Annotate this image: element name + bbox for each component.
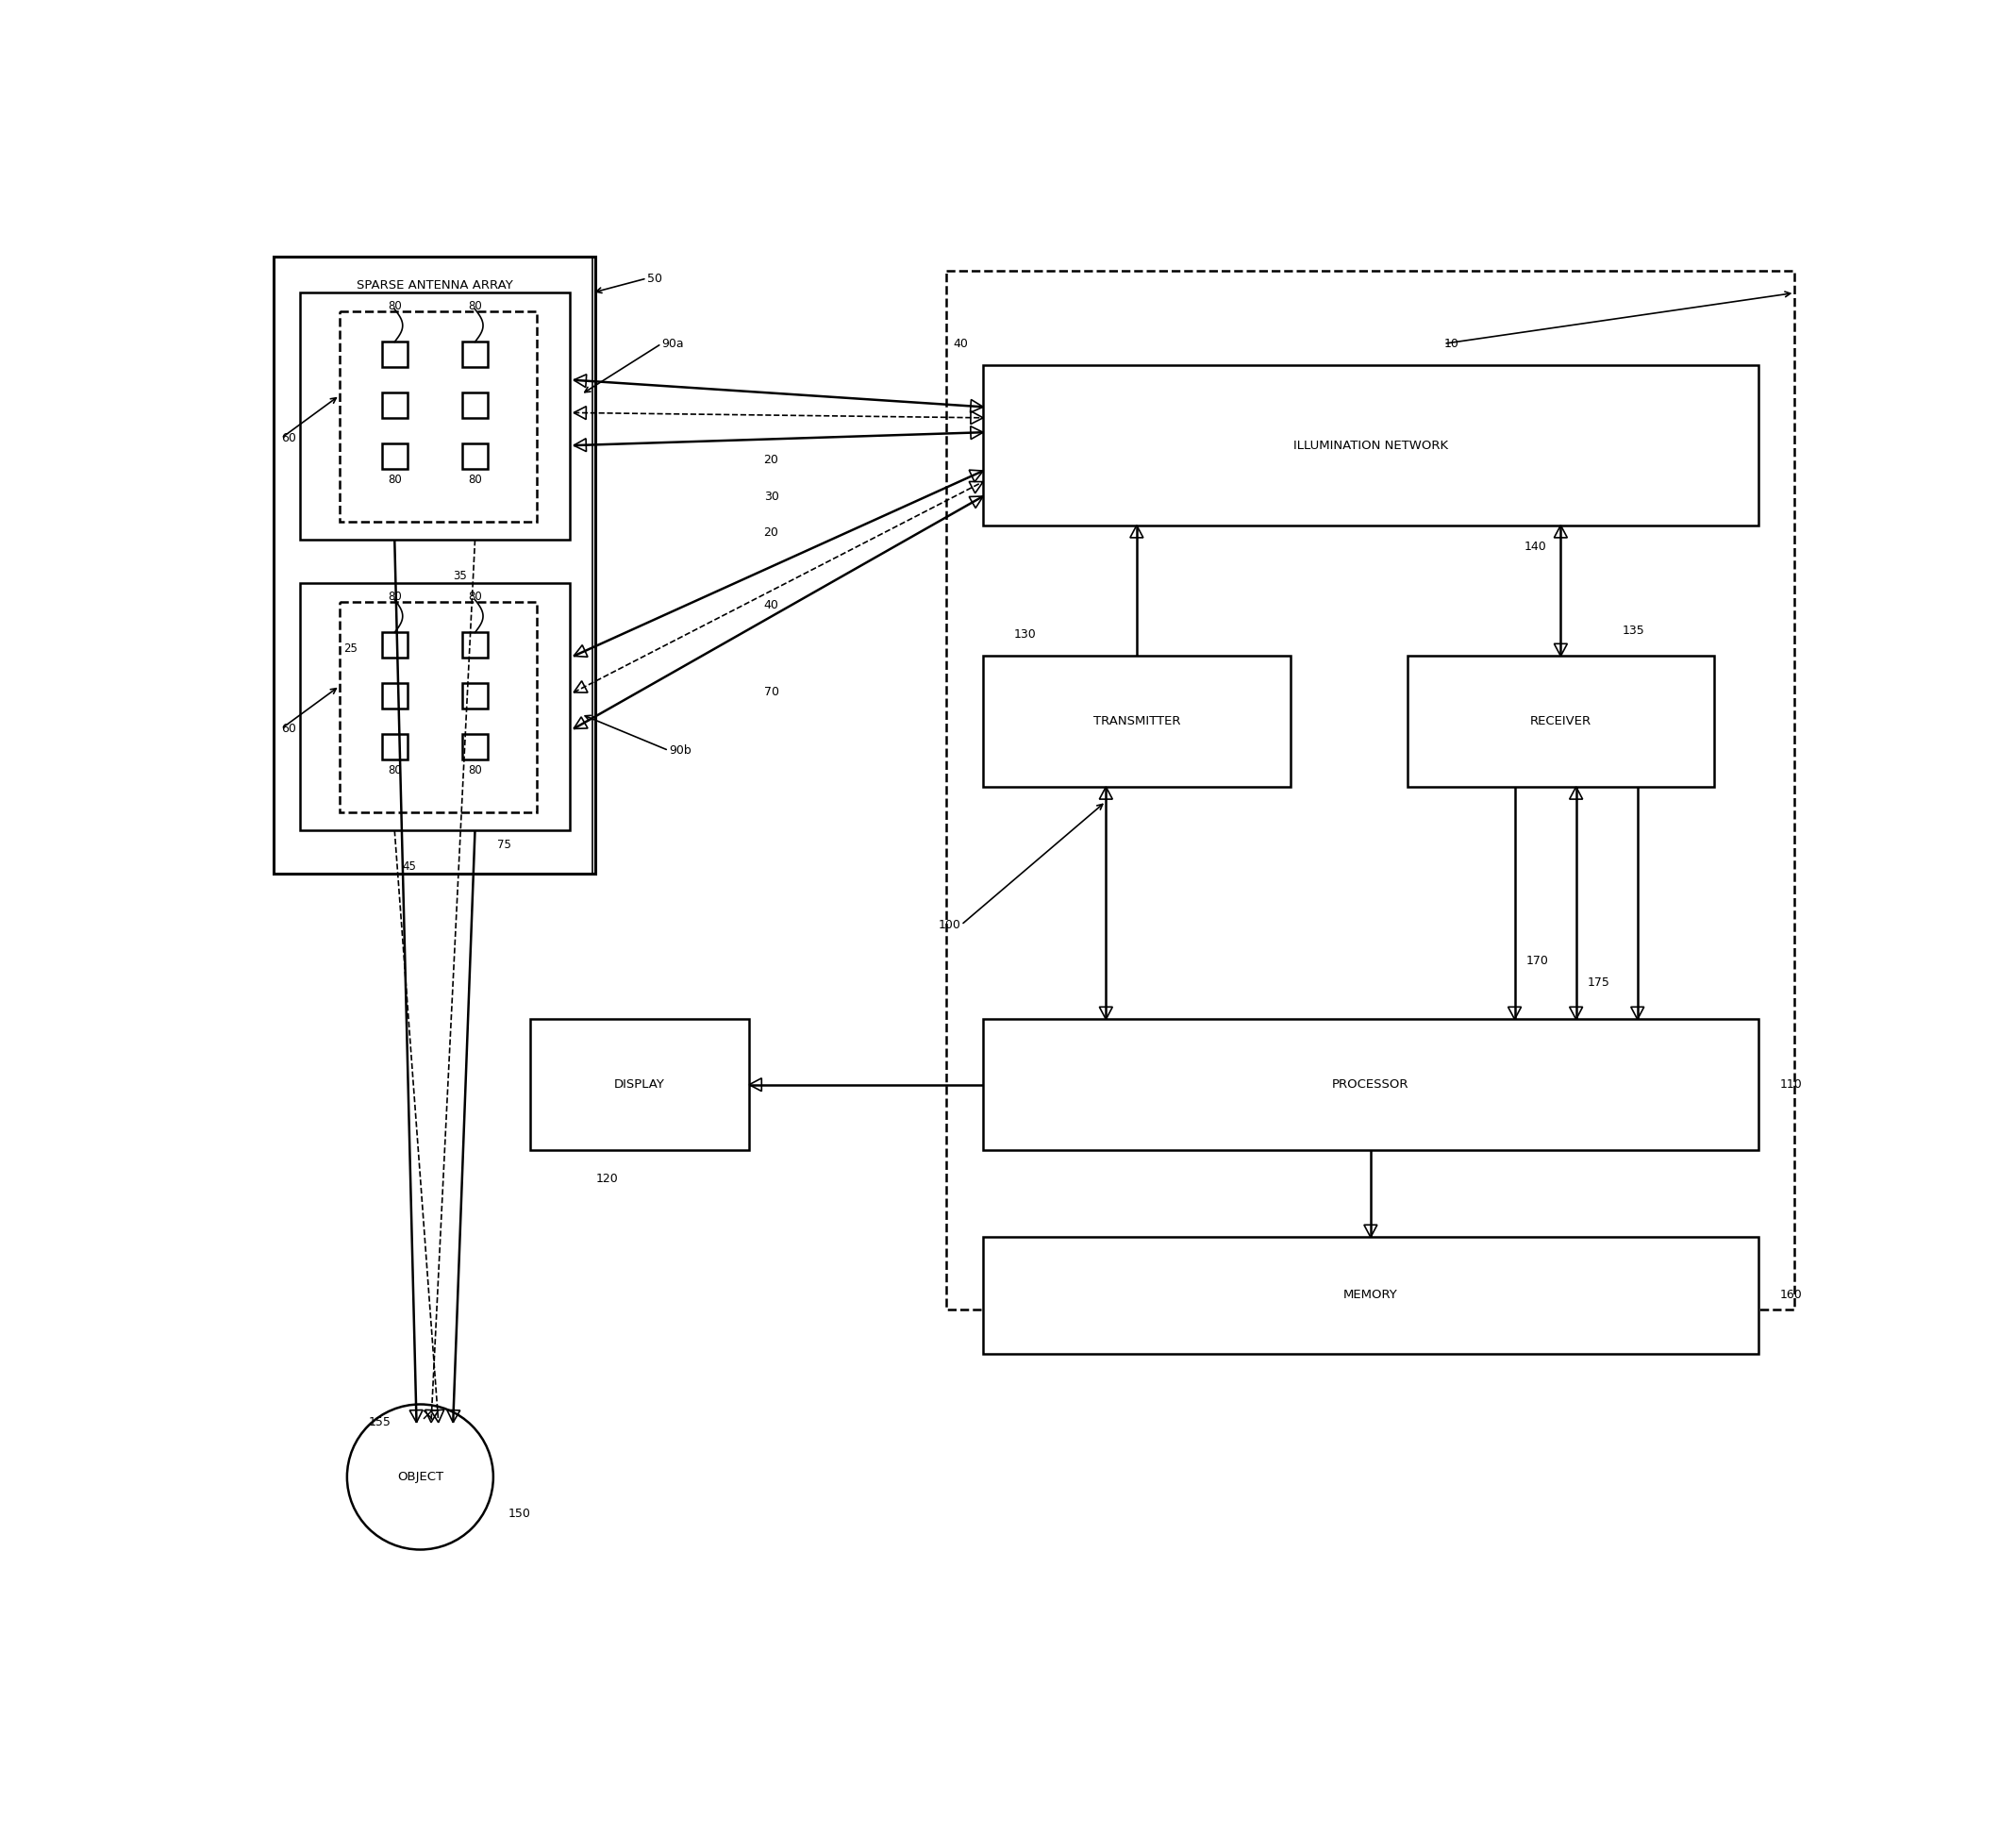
Text: 30: 30 [764, 490, 778, 503]
Bar [462, 444, 488, 470]
Text: 10: 10 [1443, 338, 1460, 350]
Bar [300, 584, 571, 831]
Text: 25: 25 [343, 642, 357, 655]
Text: TRANSMITTER: TRANSMITTER [1093, 716, 1179, 728]
Text: 170: 170 [1526, 954, 1548, 967]
Text: 90b: 90b [669, 745, 691, 756]
Text: 135: 135 [1623, 624, 1645, 637]
Bar [462, 341, 488, 367]
Text: 80: 80 [387, 763, 401, 776]
Text: 60: 60 [282, 431, 296, 444]
Bar [530, 1018, 750, 1151]
Text: 40: 40 [764, 598, 778, 611]
Text: 175: 175 [1587, 976, 1609, 989]
Text: PROCESSOR: PROCESSOR [1333, 1079, 1409, 1090]
Text: 120: 120 [595, 1173, 619, 1185]
Bar [1407, 657, 1714, 787]
Text: 80: 80 [468, 763, 482, 776]
Bar [462, 683, 488, 708]
Bar [381, 633, 407, 659]
Bar [984, 657, 1290, 787]
Bar [341, 602, 536, 813]
Text: 40: 40 [954, 338, 968, 350]
Text: 20: 20 [764, 527, 778, 539]
Bar [462, 393, 488, 418]
Text: 80: 80 [387, 473, 401, 486]
Text: 140: 140 [1524, 541, 1546, 552]
Text: SPARSE ANTENNA ARRAY: SPARSE ANTENNA ARRAY [357, 279, 512, 292]
Text: RECEIVER: RECEIVER [1530, 716, 1591, 728]
Text: 155: 155 [369, 1417, 391, 1429]
Bar [381, 393, 407, 418]
Text: OBJECT: OBJECT [397, 1472, 444, 1483]
Text: 80: 80 [387, 299, 401, 312]
Text: MEMORY: MEMORY [1343, 1290, 1397, 1301]
Bar [381, 341, 407, 367]
Text: 130: 130 [1014, 628, 1036, 640]
Bar [984, 1018, 1758, 1151]
Text: ILLUMINATION NETWORK: ILLUMINATION NETWORK [1292, 439, 1447, 451]
Bar [300, 294, 571, 539]
Bar [984, 365, 1758, 525]
Text: 20: 20 [764, 453, 778, 466]
Bar [462, 633, 488, 659]
Text: 160: 160 [1780, 1290, 1802, 1301]
Text: 90a: 90a [661, 338, 683, 350]
Bar [381, 683, 407, 708]
Text: 75: 75 [496, 839, 510, 851]
Text: 150: 150 [508, 1507, 530, 1519]
Bar [381, 734, 407, 760]
Text: 80: 80 [468, 591, 482, 602]
Text: 35: 35 [454, 571, 468, 582]
Text: 80: 80 [387, 591, 401, 602]
Text: 100: 100 [939, 919, 962, 930]
Bar [341, 310, 536, 521]
Text: 50: 50 [647, 272, 661, 284]
Text: DISPLAY: DISPLAY [615, 1079, 665, 1090]
Text: 110: 110 [1780, 1079, 1802, 1090]
Bar [984, 1237, 1758, 1354]
Text: 80: 80 [468, 299, 482, 312]
Text: 80: 80 [468, 473, 482, 486]
Bar [274, 257, 595, 873]
Text: 45: 45 [401, 861, 415, 873]
Text: ×: × [419, 1407, 435, 1424]
Bar [381, 444, 407, 470]
Text: 70: 70 [764, 686, 778, 699]
Bar [948, 272, 1794, 1310]
Text: 60: 60 [282, 723, 296, 734]
Bar [462, 734, 488, 760]
